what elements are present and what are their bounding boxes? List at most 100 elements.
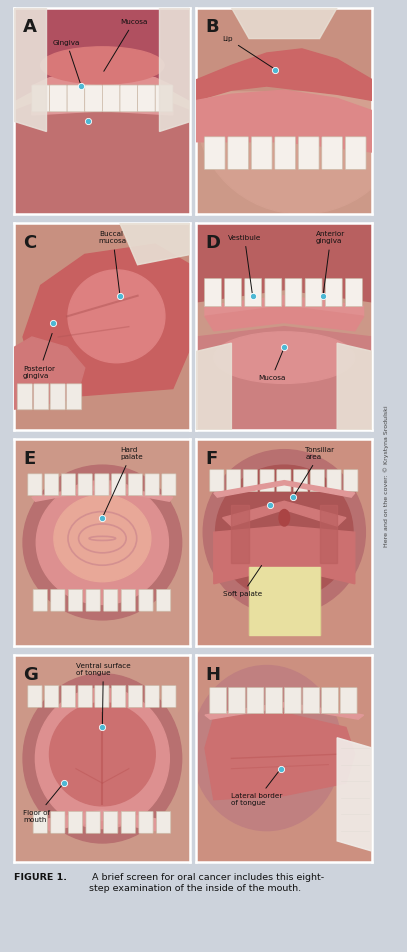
Polygon shape bbox=[205, 296, 363, 316]
Polygon shape bbox=[14, 8, 46, 131]
FancyBboxPatch shape bbox=[28, 474, 42, 496]
Text: D: D bbox=[205, 234, 220, 251]
Polygon shape bbox=[14, 8, 190, 101]
Polygon shape bbox=[14, 655, 190, 862]
FancyBboxPatch shape bbox=[305, 279, 322, 307]
Text: Buccal
mucosa: Buccal mucosa bbox=[99, 231, 127, 293]
Polygon shape bbox=[214, 481, 355, 497]
Polygon shape bbox=[23, 244, 190, 399]
Text: Tonsillar
area: Tonsillar area bbox=[295, 447, 335, 495]
FancyBboxPatch shape bbox=[67, 384, 82, 409]
Ellipse shape bbox=[68, 270, 165, 363]
FancyBboxPatch shape bbox=[128, 474, 142, 496]
FancyBboxPatch shape bbox=[303, 687, 320, 714]
Polygon shape bbox=[196, 8, 372, 214]
FancyBboxPatch shape bbox=[251, 137, 272, 169]
Text: Lip: Lip bbox=[223, 35, 273, 68]
FancyBboxPatch shape bbox=[139, 589, 153, 611]
FancyBboxPatch shape bbox=[121, 811, 136, 833]
Polygon shape bbox=[14, 94, 190, 214]
Text: Here and on the cover: © Krystyna Srodulski: Here and on the cover: © Krystyna Srodul… bbox=[384, 406, 389, 546]
FancyBboxPatch shape bbox=[247, 687, 264, 714]
Text: Mucosa: Mucosa bbox=[258, 349, 285, 381]
FancyBboxPatch shape bbox=[85, 85, 102, 111]
Polygon shape bbox=[214, 526, 355, 584]
FancyBboxPatch shape bbox=[228, 687, 245, 714]
FancyBboxPatch shape bbox=[17, 384, 33, 409]
Polygon shape bbox=[196, 8, 372, 90]
FancyBboxPatch shape bbox=[162, 474, 176, 496]
Text: Hard
palate: Hard palate bbox=[103, 447, 143, 515]
FancyBboxPatch shape bbox=[345, 137, 366, 169]
FancyBboxPatch shape bbox=[112, 474, 126, 496]
FancyBboxPatch shape bbox=[120, 85, 138, 111]
FancyBboxPatch shape bbox=[204, 137, 225, 169]
FancyBboxPatch shape bbox=[44, 685, 59, 707]
Ellipse shape bbox=[23, 674, 182, 843]
Polygon shape bbox=[205, 703, 363, 719]
Text: Posterior
gingiva: Posterior gingiva bbox=[23, 333, 55, 379]
Ellipse shape bbox=[196, 8, 407, 214]
FancyBboxPatch shape bbox=[44, 474, 59, 496]
FancyBboxPatch shape bbox=[104, 811, 118, 833]
Polygon shape bbox=[205, 713, 355, 800]
FancyBboxPatch shape bbox=[50, 384, 65, 409]
FancyBboxPatch shape bbox=[226, 469, 241, 491]
Text: E: E bbox=[23, 449, 35, 467]
FancyBboxPatch shape bbox=[51, 589, 65, 611]
Polygon shape bbox=[14, 8, 190, 214]
FancyBboxPatch shape bbox=[33, 811, 47, 833]
Ellipse shape bbox=[36, 481, 168, 605]
Text: F: F bbox=[205, 449, 217, 467]
Text: Floor of
mouth: Floor of mouth bbox=[23, 785, 62, 823]
FancyBboxPatch shape bbox=[162, 685, 176, 707]
Text: B: B bbox=[205, 18, 219, 36]
FancyBboxPatch shape bbox=[322, 687, 339, 714]
FancyBboxPatch shape bbox=[32, 85, 50, 111]
Text: Mucosa: Mucosa bbox=[104, 19, 147, 71]
Text: Soft palate: Soft palate bbox=[223, 565, 262, 597]
Text: G: G bbox=[23, 665, 38, 684]
Polygon shape bbox=[319, 506, 337, 564]
FancyBboxPatch shape bbox=[61, 685, 76, 707]
FancyBboxPatch shape bbox=[156, 589, 171, 611]
FancyBboxPatch shape bbox=[325, 279, 342, 307]
Polygon shape bbox=[159, 8, 190, 131]
Polygon shape bbox=[196, 655, 372, 862]
Ellipse shape bbox=[23, 466, 182, 620]
Text: Anterior
gingiva: Anterior gingiva bbox=[316, 231, 345, 293]
FancyBboxPatch shape bbox=[298, 137, 319, 169]
FancyBboxPatch shape bbox=[155, 85, 173, 111]
FancyBboxPatch shape bbox=[322, 137, 343, 169]
FancyBboxPatch shape bbox=[327, 469, 341, 491]
Polygon shape bbox=[196, 440, 372, 645]
FancyBboxPatch shape bbox=[204, 279, 221, 307]
Text: Gingiva: Gingiva bbox=[53, 40, 81, 84]
Polygon shape bbox=[337, 343, 372, 430]
Polygon shape bbox=[196, 343, 232, 430]
FancyBboxPatch shape bbox=[86, 811, 100, 833]
FancyBboxPatch shape bbox=[156, 811, 171, 833]
Polygon shape bbox=[196, 224, 372, 302]
Ellipse shape bbox=[214, 332, 355, 384]
Polygon shape bbox=[14, 224, 190, 430]
Text: Lateral border
of tongue: Lateral border of tongue bbox=[232, 771, 283, 806]
FancyBboxPatch shape bbox=[86, 589, 100, 611]
FancyBboxPatch shape bbox=[68, 811, 83, 833]
Polygon shape bbox=[337, 738, 372, 851]
Text: C: C bbox=[23, 234, 36, 251]
Text: FIGURE 1.: FIGURE 1. bbox=[14, 873, 67, 883]
FancyBboxPatch shape bbox=[104, 589, 118, 611]
FancyBboxPatch shape bbox=[210, 687, 227, 714]
FancyBboxPatch shape bbox=[340, 687, 357, 714]
FancyBboxPatch shape bbox=[138, 85, 155, 111]
Polygon shape bbox=[232, 506, 249, 564]
FancyBboxPatch shape bbox=[245, 279, 262, 307]
FancyBboxPatch shape bbox=[68, 589, 83, 611]
FancyBboxPatch shape bbox=[33, 589, 47, 611]
FancyBboxPatch shape bbox=[277, 469, 291, 491]
FancyBboxPatch shape bbox=[50, 85, 67, 111]
FancyBboxPatch shape bbox=[34, 384, 49, 409]
FancyBboxPatch shape bbox=[95, 474, 109, 496]
Text: H: H bbox=[205, 665, 220, 684]
